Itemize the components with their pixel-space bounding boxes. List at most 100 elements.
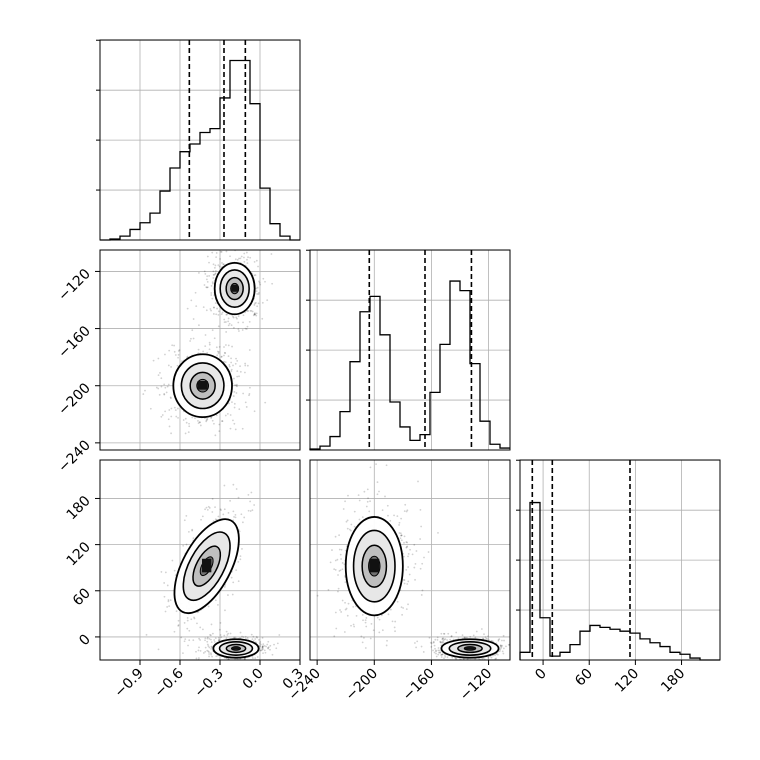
sample-point — [258, 280, 260, 283]
sample-point — [459, 663, 461, 665]
sample-point — [250, 491, 253, 494]
sample-point — [225, 637, 228, 640]
sample-point — [160, 377, 163, 380]
sample-point — [212, 270, 215, 273]
sample-point — [193, 616, 195, 619]
sample-point — [385, 464, 388, 467]
x-tick-label: −160 — [400, 666, 439, 705]
sample-point — [251, 509, 254, 512]
sample-point — [263, 645, 266, 647]
sample-point — [402, 555, 405, 558]
sample-point — [228, 364, 231, 366]
sample-point — [446, 656, 449, 659]
sample-point — [252, 635, 255, 638]
sample-point — [250, 309, 253, 312]
sample-point — [227, 658, 229, 660]
sample-point — [213, 273, 216, 276]
density-peak — [202, 558, 212, 573]
sample-point — [185, 514, 188, 517]
sample-point — [213, 266, 216, 269]
sample-point — [278, 634, 281, 636]
sample-point — [256, 636, 259, 639]
sample-point — [434, 638, 437, 641]
sample-point — [444, 654, 446, 656]
sample-point — [243, 657, 246, 660]
sample-point — [231, 401, 233, 404]
sample-point — [197, 657, 200, 659]
sample-point — [220, 355, 223, 358]
sample-point — [398, 521, 401, 524]
sample-point — [219, 634, 222, 636]
sample-point — [235, 488, 238, 490]
sample-point — [463, 636, 466, 639]
sample-point — [242, 314, 245, 317]
sample-point — [204, 646, 207, 649]
sample-point — [227, 324, 230, 327]
sample-point — [454, 657, 457, 660]
sample-point — [233, 406, 236, 409]
sample-point — [230, 242, 232, 244]
sample-point — [259, 283, 262, 286]
sample-point — [358, 499, 361, 502]
sample-point — [446, 639, 448, 641]
sample-point — [335, 627, 338, 630]
sample-point — [361, 641, 364, 644]
sample-point — [233, 515, 235, 518]
sample-point — [220, 636, 223, 639]
sample-point — [501, 639, 503, 642]
sample-point — [370, 622, 373, 625]
sample-point — [435, 650, 437, 653]
sample-point — [224, 609, 226, 612]
sample-point — [267, 647, 269, 649]
y-tick-label: −200 — [55, 380, 94, 419]
sample-point — [257, 302, 260, 305]
sample-point — [440, 656, 443, 658]
sample-point — [254, 301, 257, 304]
sample-point — [229, 499, 232, 502]
sample-point — [237, 328, 240, 331]
sample-point — [253, 410, 256, 413]
sample-point — [210, 309, 212, 312]
sample-point — [500, 644, 502, 647]
sample-point — [264, 651, 267, 654]
sample-point — [226, 412, 229, 415]
sample-point — [223, 318, 226, 321]
sample-point — [406, 509, 409, 512]
x-tick-label: −0.6 — [151, 665, 186, 700]
sample-point — [214, 270, 217, 272]
sample-point — [407, 603, 409, 606]
sample-point — [171, 559, 174, 562]
histogram-step — [309, 280, 510, 450]
sample-point — [208, 348, 211, 351]
sample-point — [227, 632, 230, 635]
sample-point — [316, 594, 319, 597]
sample-point — [142, 393, 145, 395]
sample-point — [199, 421, 201, 424]
sample-point — [177, 407, 179, 410]
sample-point — [405, 568, 408, 571]
sample-point — [267, 640, 270, 643]
sample-point — [202, 350, 205, 353]
sample-point — [398, 524, 400, 526]
sample-point — [350, 523, 353, 526]
sample-point — [257, 265, 259, 268]
sample-point — [350, 624, 352, 627]
sample-point — [202, 652, 205, 654]
sample-point — [443, 632, 445, 635]
sample-point — [346, 527, 349, 530]
sample-point — [363, 490, 366, 493]
sample-point — [218, 346, 221, 348]
sample-point — [403, 510, 406, 513]
sample-point — [350, 529, 352, 532]
sample-point — [183, 622, 186, 624]
sample-point — [441, 637, 444, 640]
sample-point — [205, 419, 208, 422]
sample-point — [487, 635, 489, 638]
sample-point — [338, 534, 340, 537]
sample-point — [263, 649, 266, 652]
sample-point — [232, 419, 234, 422]
sample-point — [251, 310, 254, 313]
sample-point — [205, 309, 208, 312]
sample-point — [173, 344, 176, 347]
